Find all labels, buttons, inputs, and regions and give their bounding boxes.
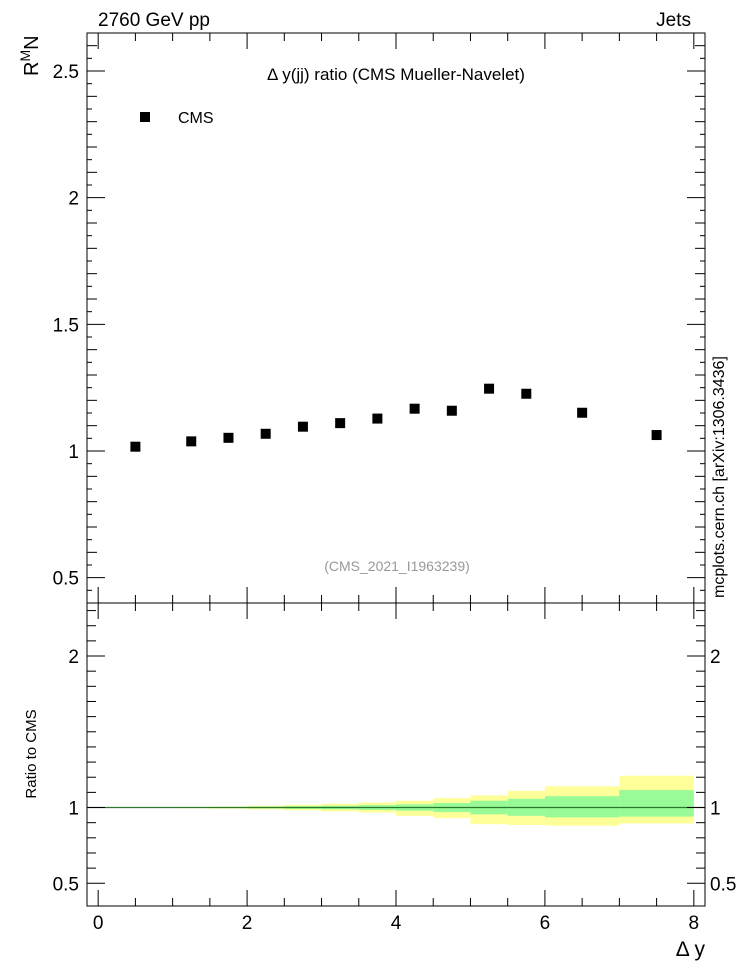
y-tick-label-main: 1 xyxy=(68,442,79,463)
x-tick-label: 6 xyxy=(540,913,551,934)
band-stat xyxy=(544,796,620,818)
data-point xyxy=(521,388,532,399)
data-point xyxy=(651,430,662,441)
data-point xyxy=(446,405,457,416)
header-left: 2760 GeV pp xyxy=(98,10,210,31)
data-point xyxy=(297,421,308,432)
x-tick-label: 8 xyxy=(689,913,700,934)
data-point xyxy=(223,432,234,443)
y-tick-label-ratio-right: 1 xyxy=(710,799,721,820)
y-axis-label-ratio: Ratio to CMS xyxy=(23,709,40,798)
x-axis-label: Δ y xyxy=(676,938,706,961)
watermark: (CMS_2021_I1963239) xyxy=(324,558,470,574)
data-point xyxy=(484,383,495,394)
axis-ticks xyxy=(87,32,705,906)
y-tick-label-ratio: 0.5 xyxy=(53,874,79,895)
data-point xyxy=(186,436,197,447)
y-tick-label-main: 2.5 xyxy=(53,62,79,83)
data-points xyxy=(130,383,662,452)
y-axis-label-main: RMN xyxy=(17,35,43,76)
y-axis-label-main-text: RMN xyxy=(17,35,43,76)
ratio-frame xyxy=(86,602,706,907)
y-tick-label-main: 0.5 xyxy=(53,569,79,590)
y-tick-label-ratio: 2 xyxy=(68,647,79,668)
y-tick-label-ratio-right: 0.5 xyxy=(710,874,736,895)
side-label: mcplots.cern.ch [arXiv:1306.3436] xyxy=(711,356,728,598)
y-tick-label-main: 1.5 xyxy=(53,315,79,336)
y-tick-label-ratio: 1 xyxy=(68,799,79,820)
y-tick-label-main: 2 xyxy=(68,189,79,210)
y-tick-label-ratio-right: 2 xyxy=(710,647,721,668)
data-point xyxy=(577,407,588,418)
legend-label: CMS xyxy=(178,110,214,127)
band-stat xyxy=(619,790,694,817)
data-point xyxy=(130,441,141,452)
x-tick-label: 0 xyxy=(93,913,104,934)
legend-marker xyxy=(140,112,150,122)
ratio-bands xyxy=(98,775,694,826)
tick-labels: 0 2 4 6 8 0.5 1 1.5 2 2.5 0.5 0.5 1 1 2 2 xyxy=(53,62,737,934)
data-point xyxy=(335,418,346,429)
header-right: Jets xyxy=(656,10,691,31)
chart-title: Δ y(jj) ratio (CMS Mueller-Navelet) xyxy=(267,65,525,84)
data-point xyxy=(260,428,271,439)
x-tick-label: 4 xyxy=(391,913,402,934)
x-tick-label: 2 xyxy=(242,913,253,934)
data-point xyxy=(372,413,383,424)
data-point xyxy=(409,403,420,414)
